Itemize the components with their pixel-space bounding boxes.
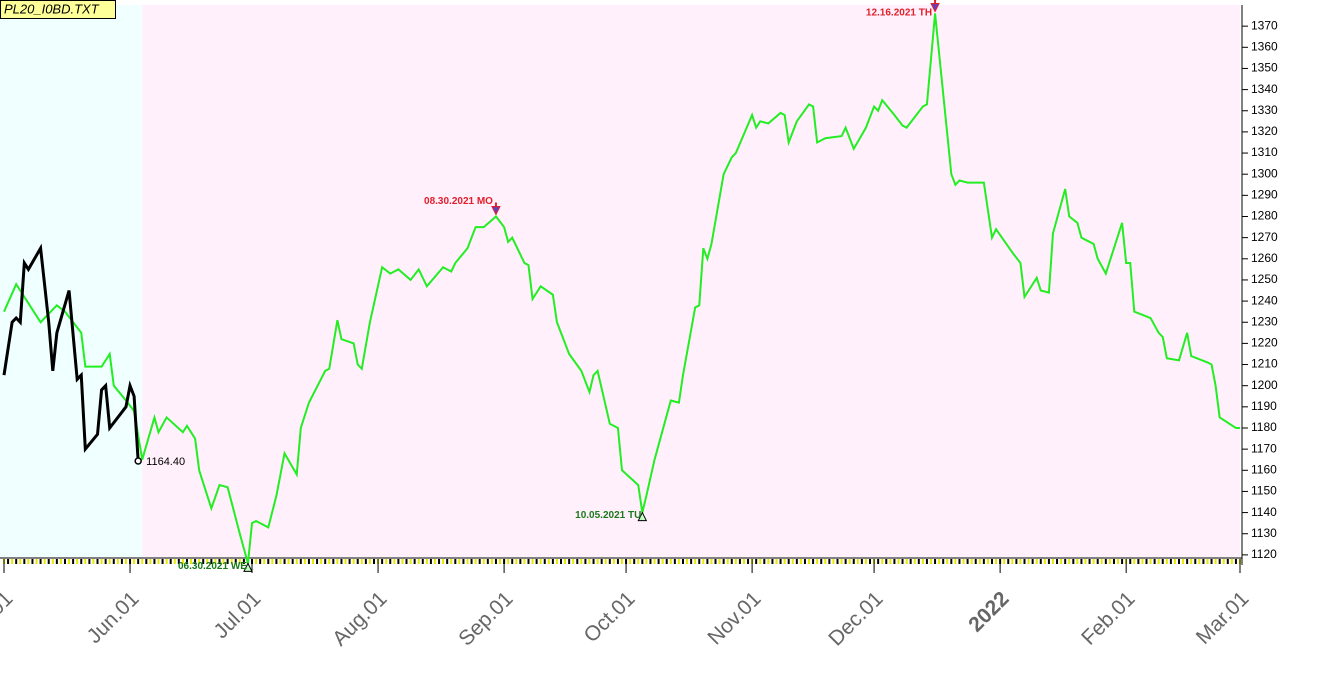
annotation: 12.16.2021 TH xyxy=(866,8,932,19)
y-tick-label: 1200 xyxy=(1251,378,1278,392)
x-tick-label: 2022 xyxy=(964,587,1013,636)
y-tick-label: 1250 xyxy=(1251,272,1278,286)
x-tick-label: Nov.01 xyxy=(703,587,765,649)
y-tick-label: 1370 xyxy=(1251,18,1278,32)
y-tick-label: 1180 xyxy=(1251,420,1277,434)
y-tick-label: 1170 xyxy=(1251,441,1277,455)
annotation: 06.30.2021 WE xyxy=(178,561,247,572)
x-tick-label: Feb.01 xyxy=(1077,587,1140,650)
y-tick-label: 1190 xyxy=(1251,399,1277,413)
y-tick-label: 1300 xyxy=(1251,166,1278,180)
y-tick-label: 1260 xyxy=(1251,251,1278,265)
y-tick-label: 1310 xyxy=(1251,145,1278,159)
y-tick-label: 1280 xyxy=(1251,209,1278,223)
y-tick-label: 1360 xyxy=(1251,39,1278,53)
low-marker xyxy=(243,562,253,572)
y-tick-label: 1230 xyxy=(1251,314,1278,328)
x-tick-label: Jun.01 xyxy=(83,587,144,648)
x-tick-label: May.01 xyxy=(0,587,17,651)
x-tick-label: Oct.01 xyxy=(580,587,640,647)
y-tick-label: 1130 xyxy=(1251,526,1277,540)
y-tick-label: 1240 xyxy=(1251,293,1278,307)
history-background xyxy=(0,5,143,557)
price-line xyxy=(2,243,140,462)
y-tick-label: 1160 xyxy=(1251,462,1277,476)
title-box xyxy=(0,0,116,19)
y-tick-label: 1270 xyxy=(1251,230,1278,244)
y-tick-label: 1340 xyxy=(1251,82,1278,96)
x-tick-label: Mar.01 xyxy=(1192,587,1254,649)
y-tick-label: 1290 xyxy=(1251,188,1278,202)
y-tick-label: 1150 xyxy=(1251,484,1277,498)
y-tick-label: 1220 xyxy=(1251,336,1278,350)
forecast-background xyxy=(142,5,1241,557)
y-tick-label: 1140 xyxy=(1251,505,1277,519)
low-marker xyxy=(637,511,648,522)
annotation: 08.30.2021 MO xyxy=(424,196,493,207)
y-tick-label: 1120 xyxy=(1251,547,1277,561)
annotation: 10.05.2021 TU xyxy=(575,510,641,521)
y-tick-label: 1330 xyxy=(1251,103,1278,117)
x-tick-label: Sep.01 xyxy=(454,587,517,650)
y-tick-label: 1210 xyxy=(1251,357,1278,371)
x-tick-label: Aug.01 xyxy=(328,587,391,650)
last-point xyxy=(134,457,142,465)
x-tick-label: Dec.01 xyxy=(824,587,887,650)
y-tick-label: 1350 xyxy=(1251,61,1278,75)
y-tick-label: 1320 xyxy=(1251,124,1278,138)
price-line xyxy=(3,13,1240,564)
chart-title: PL20_I0BD.TXT xyxy=(4,1,100,16)
value-label: 1164.40 xyxy=(146,456,185,468)
x-tick-label: Jul.01 xyxy=(210,587,266,643)
